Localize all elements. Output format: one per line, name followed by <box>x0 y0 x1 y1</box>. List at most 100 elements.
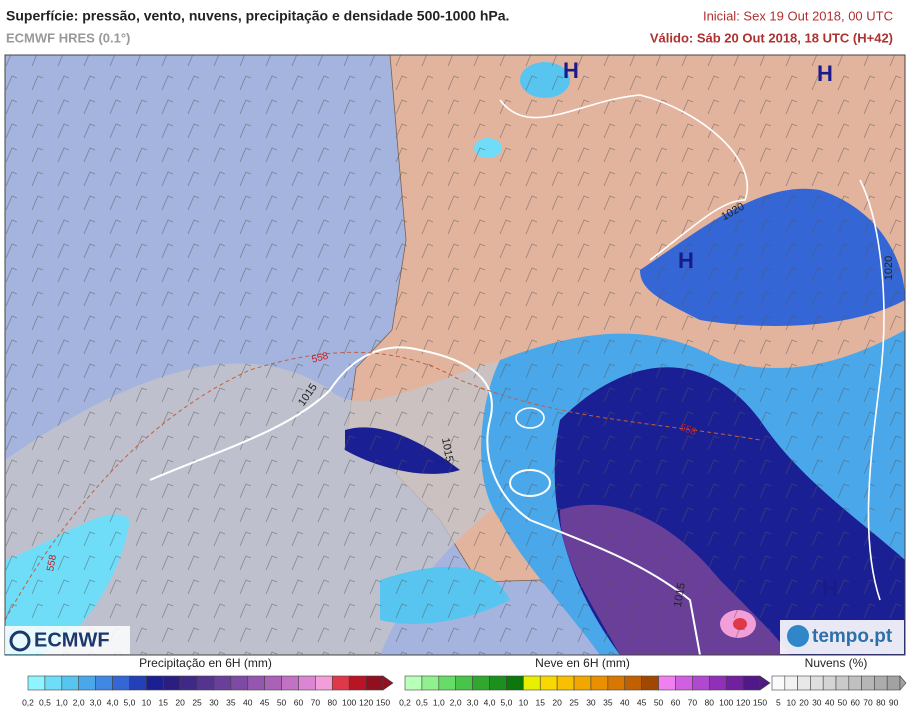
legend-swatch <box>573 675 592 691</box>
legend-swatch <box>455 675 473 691</box>
legend-tick-label: 100 <box>342 697 356 707</box>
legend-swatch <box>146 675 164 691</box>
legend-tick-label: 90 <box>889 697 899 707</box>
legend-tick-label: 25 <box>569 697 579 707</box>
legend-swatch <box>348 675 367 691</box>
legend-swatch <box>315 675 333 691</box>
title: Superfície: pressão, vento, nuvens, prec… <box>6 8 509 24</box>
pressure-center: H <box>817 61 833 86</box>
legend-tick-label: 5 <box>776 697 781 707</box>
legend-tick-label: 60 <box>850 697 860 707</box>
legend-swatch <box>472 675 490 691</box>
legend-swatch <box>129 675 147 691</box>
legend-tick-label: 20 <box>552 697 562 707</box>
legend-tick-label: 2,0 <box>73 697 85 707</box>
isobar <box>149 346 701 655</box>
legend-swatch <box>78 675 96 691</box>
legend-swatch <box>281 675 299 691</box>
legend-swatch <box>771 675 786 691</box>
legend-tick-label: 3,0 <box>467 697 479 707</box>
thickness-line <box>5 351 761 621</box>
legend-swatch <box>438 675 457 691</box>
legend-swatch <box>523 675 541 691</box>
legend-tick-label: 10 <box>786 697 796 707</box>
legend-tick-label: 60 <box>671 697 681 707</box>
legend-tick-label: 70 <box>311 697 321 707</box>
legend-tick-label: 70 <box>688 697 698 707</box>
legend-arrow <box>382 675 394 691</box>
isobar <box>859 179 885 601</box>
isobar <box>509 469 551 497</box>
legend-swatch <box>247 675 265 691</box>
legend-tick-label: 2,0 <box>450 697 462 707</box>
legend-swatch <box>61 675 80 691</box>
pressure-center: H <box>678 248 694 273</box>
legend-tick-label: 50 <box>838 697 848 707</box>
legend-tick-label: 5,0 <box>124 697 136 707</box>
legend-arrow <box>759 675 771 691</box>
legend-swatch <box>179 675 198 691</box>
legend-tick-label: 0,2 <box>22 697 34 707</box>
legend-tick-label: 1,0 <box>433 697 445 707</box>
legend-swatch <box>675 675 693 691</box>
legend-swatch <box>658 675 676 691</box>
wind-barbs <box>5 55 905 655</box>
legend-tick-label: 5,0 <box>501 697 513 707</box>
legend-tick-label: 0,2 <box>399 697 411 707</box>
legend-tick-label: 20 <box>799 697 809 707</box>
legend-tick-label: 40 <box>243 697 253 707</box>
legend-tick-label: 70 <box>863 697 873 707</box>
legend-swatch <box>874 675 888 691</box>
legend-tick-label: 20 <box>175 697 185 707</box>
legend-tick-label: 80 <box>328 697 338 707</box>
legend-title: Precipitação en 6H (mm) <box>139 656 272 670</box>
legend-swatch <box>230 675 249 691</box>
legend-tick-label: 60 <box>294 697 304 707</box>
map <box>5 55 905 655</box>
legend-swatch <box>822 675 837 691</box>
legend-swatch <box>162 675 181 691</box>
legend-swatch <box>95 675 113 691</box>
legend-arrow <box>899 675 907 691</box>
legend-tick-label: 1,0 <box>56 697 68 707</box>
legend-swatch <box>298 675 316 691</box>
legend-tick-label: 50 <box>277 697 287 707</box>
legend-swatch <box>489 675 507 691</box>
legend-tick-label: 0,5 <box>39 697 51 707</box>
pressure-center: H <box>563 58 579 83</box>
legend-tick-label: 120 <box>359 697 373 707</box>
legend-swatch <box>27 675 46 691</box>
legend-swatch <box>725 675 744 691</box>
legend-tick-label: 35 <box>603 697 613 707</box>
isobar <box>499 94 748 261</box>
logo-tempo: tempo.pt <box>812 626 893 647</box>
legend-swatch <box>641 675 659 691</box>
thickness-label: 558 <box>45 553 59 572</box>
legend-tick-label: 3,0 <box>90 697 102 707</box>
pressure-center: H <box>822 576 838 601</box>
legend-swatch <box>810 675 824 691</box>
legend-tick-label: 80 <box>705 697 715 707</box>
legends: Precipitação en 6H (mm) 0,2 0,5 1,0 2,0 3,0 4,… <box>22 656 907 707</box>
isobar-label: 1015 <box>672 582 688 608</box>
legend-tick-label: 4,0 <box>484 697 496 707</box>
legend-tick-label: 35 <box>226 697 236 707</box>
legend-swatch <box>797 675 811 691</box>
legend-swatch <box>331 675 350 691</box>
thickness-label: 558 <box>311 351 330 366</box>
legend-tick-label: 150 <box>753 697 767 707</box>
legend-swatch <box>365 675 384 691</box>
logo-ecmwf: ECMWF <box>34 629 110 651</box>
legend-tick-label: 10 <box>142 697 152 707</box>
legend-swatch <box>624 675 642 691</box>
legend-tick-label: 50 <box>654 697 664 707</box>
legend-tick-label: 15 <box>536 697 546 707</box>
legend-title: Neve en 6H (mm) <box>535 656 630 670</box>
model: ECMWF HRES (0.1°) <box>6 30 130 45</box>
legend-swatch <box>196 675 215 691</box>
isobar <box>515 407 545 429</box>
legend-swatch <box>421 675 440 691</box>
legend-swatch <box>835 675 850 691</box>
legend-swatch <box>742 675 761 691</box>
map-frame <box>4 54 906 656</box>
